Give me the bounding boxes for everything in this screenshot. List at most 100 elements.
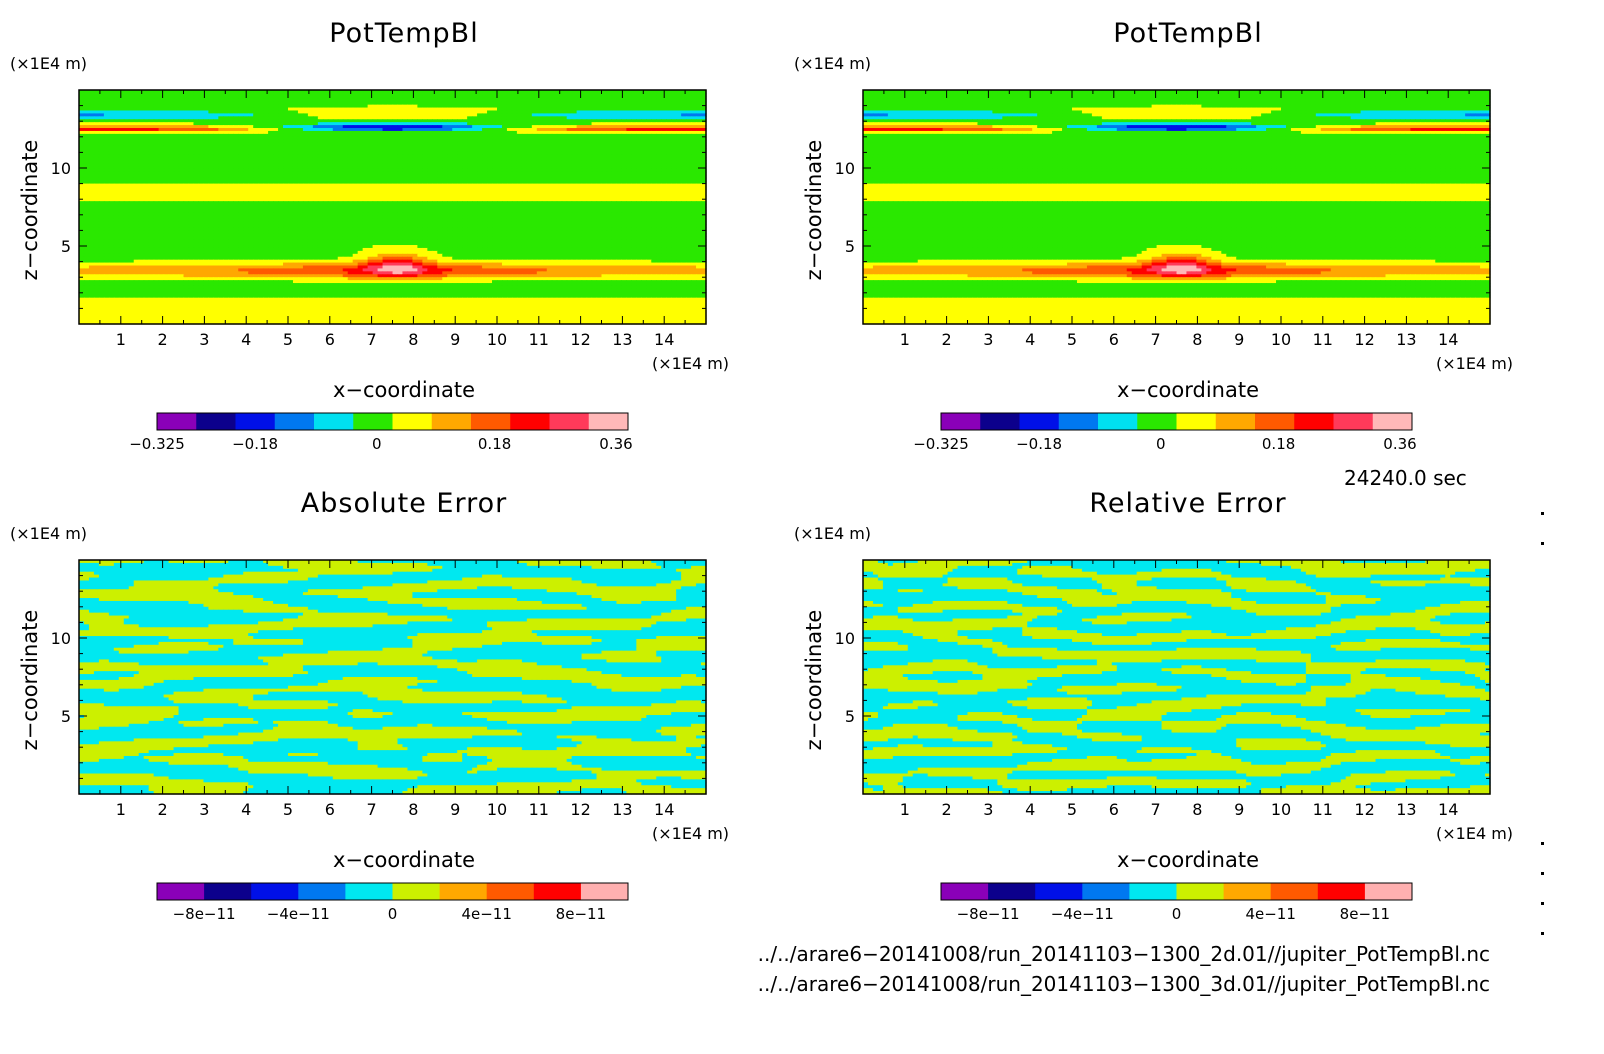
heatmap-cell xyxy=(681,104,687,109)
heatmap-cell xyxy=(596,130,603,135)
heatmap-cell xyxy=(322,142,329,147)
heatmap-cell xyxy=(88,95,95,100)
heatmap-cell xyxy=(332,154,339,158)
heatmap-cell xyxy=(626,101,632,106)
heatmap-cell xyxy=(616,168,623,173)
heatmap-cell xyxy=(596,163,603,167)
heatmap-cell xyxy=(387,119,394,123)
heatmap-cell xyxy=(113,142,120,147)
heatmap-cell xyxy=(651,171,657,176)
heatmap-cell xyxy=(566,90,573,94)
heatmap-cell xyxy=(103,95,110,100)
heatmap-cell xyxy=(676,148,682,153)
heatmap-cell xyxy=(312,166,319,170)
heatmap-cell xyxy=(571,139,578,144)
heatmap-cell xyxy=(253,151,259,155)
heatmap-cell xyxy=(686,136,692,141)
heatmap-cell xyxy=(297,148,304,153)
heatmap-cell xyxy=(531,139,538,144)
heatmap-cell xyxy=(621,113,627,117)
heatmap-cell xyxy=(631,166,637,170)
heatmap-cell xyxy=(397,125,404,129)
heatmap-cell xyxy=(472,163,478,167)
heatmap-cell xyxy=(561,104,568,109)
heatmap-cell xyxy=(586,113,593,117)
heatmap-cell xyxy=(362,145,369,150)
heatmap-cell xyxy=(143,104,150,109)
heatmap-cell xyxy=(576,113,583,117)
heatmap-cell xyxy=(228,116,234,120)
heatmap-cell xyxy=(173,119,180,123)
heatmap-cell xyxy=(472,133,478,138)
heatmap-cell xyxy=(93,101,100,106)
heatmap-cell xyxy=(173,133,180,138)
heatmap-cell xyxy=(263,139,269,144)
heatmap-cell xyxy=(322,110,329,114)
heatmap-cell xyxy=(621,122,627,126)
heatmap-cell xyxy=(258,163,264,167)
heatmap-cell xyxy=(253,160,259,164)
heatmap-cell xyxy=(332,160,339,164)
heatmap-cell xyxy=(273,113,279,117)
heatmap-cell xyxy=(327,133,334,138)
heatmap-cell xyxy=(676,128,682,132)
heatmap-cell xyxy=(143,157,150,161)
heatmap-cell xyxy=(253,168,259,173)
heatmap-cell xyxy=(193,136,200,141)
heatmap-cell xyxy=(666,122,672,126)
heatmap-cell xyxy=(492,142,498,147)
heatmap-cell xyxy=(631,163,637,167)
heatmap-cell xyxy=(497,110,503,114)
heatmap-cell xyxy=(148,98,155,103)
heatmap-cell xyxy=(223,160,229,164)
heatmap-cell xyxy=(382,145,389,150)
heatmap-cell xyxy=(646,107,652,112)
heatmap-cell xyxy=(437,168,443,173)
heatmap-cell xyxy=(312,171,319,176)
heatmap-cell xyxy=(536,168,543,173)
heatmap-cell xyxy=(556,145,563,150)
heatmap-cell xyxy=(168,163,175,167)
heatmap-cell xyxy=(427,151,433,155)
heatmap-cell xyxy=(178,142,185,147)
heatmap-cell xyxy=(317,113,324,117)
heatmap-cell xyxy=(168,130,175,135)
heatmap-cell xyxy=(228,122,234,126)
heatmap-cell xyxy=(203,166,209,170)
heatmap-cell xyxy=(268,113,274,117)
heatmap-cell xyxy=(307,145,314,150)
heatmap-cell xyxy=(123,116,130,120)
heatmap-cell xyxy=(158,101,165,106)
heatmap-cell xyxy=(88,116,95,120)
heatmap-cell xyxy=(243,101,249,106)
heatmap-cell xyxy=(158,151,165,155)
heatmap-cell xyxy=(526,171,533,176)
heatmap-cell xyxy=(93,90,100,94)
heatmap-cell xyxy=(248,148,254,153)
heatmap-cell xyxy=(183,139,190,144)
heatmap-cell xyxy=(387,116,394,120)
heatmap-cell xyxy=(457,125,463,129)
heatmap-cell xyxy=(442,119,448,123)
heatmap-cell xyxy=(452,98,458,103)
heatmap-cell xyxy=(183,133,190,138)
heatmap-cell xyxy=(526,142,533,147)
heatmap-cell xyxy=(297,145,304,150)
heatmap-cell xyxy=(556,98,563,103)
heatmap-cell xyxy=(686,148,692,153)
heatmap-cell xyxy=(138,125,145,129)
heatmap-cell xyxy=(596,101,603,106)
heatmap-cell xyxy=(492,122,498,126)
heatmap-cell xyxy=(88,101,95,106)
heatmap-cell xyxy=(686,142,692,147)
heatmap-cell xyxy=(452,148,458,153)
heatmap-cell xyxy=(278,92,284,97)
heatmap-cell xyxy=(332,130,339,135)
heatmap-cell xyxy=(317,133,324,138)
heatmap-cell xyxy=(397,166,404,170)
heatmap-cell xyxy=(79,110,85,114)
heatmap-cell xyxy=(392,125,399,129)
heatmap-cell xyxy=(327,104,334,109)
heatmap-cell xyxy=(521,145,528,150)
heatmap-cell xyxy=(492,133,498,138)
